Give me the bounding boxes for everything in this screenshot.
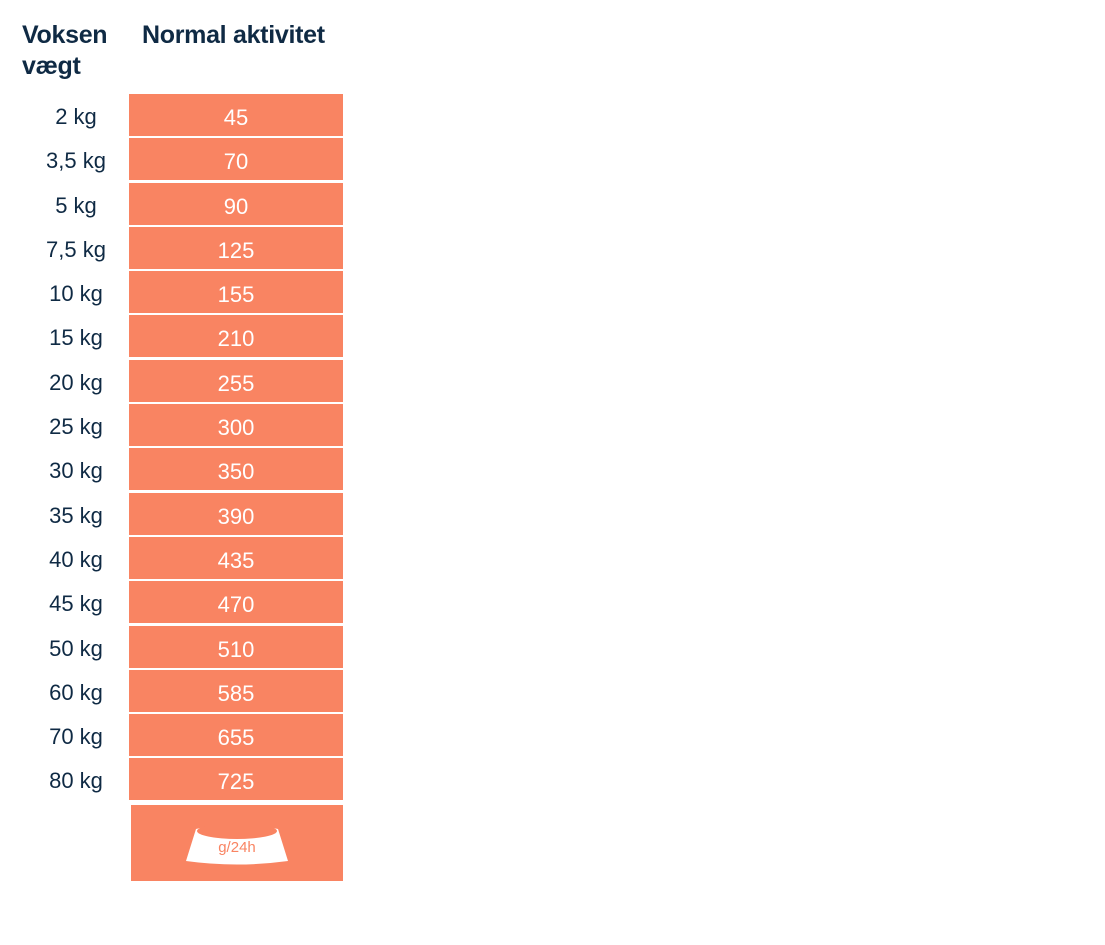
weight-label: 20 kg bbox=[49, 369, 103, 395]
table-row: 15 kg 210 bbox=[0, 315, 360, 359]
table-row: 35 kg 390 bbox=[0, 492, 360, 537]
amount-cell: 510 bbox=[129, 625, 343, 668]
table-row: 2 kg 45 bbox=[0, 94, 360, 138]
table-row: 5 kg 90 bbox=[0, 182, 360, 227]
weight-label: 15 kg bbox=[49, 325, 103, 351]
table-row: 60 kg 585 bbox=[0, 669, 360, 714]
table-row: 7,5 kg 125 bbox=[0, 226, 360, 271]
weight-label: 35 kg bbox=[49, 502, 103, 528]
table-row: 50 kg 510 bbox=[0, 625, 360, 670]
weight-label: 40 kg bbox=[49, 546, 103, 572]
amount-cell: 70 bbox=[129, 138, 343, 181]
amount-cell: 210 bbox=[129, 315, 343, 358]
weight-label: 50 kg bbox=[49, 635, 103, 661]
weight-label: 80 kg bbox=[49, 768, 103, 794]
table-row: 20 kg 255 bbox=[0, 359, 360, 404]
amount-cell: 655 bbox=[129, 714, 343, 757]
food-bowl-icon: g/24h bbox=[186, 823, 288, 865]
weight-label: 45 kg bbox=[49, 591, 103, 617]
weight-label: 70 kg bbox=[49, 724, 103, 750]
weight-label: 30 kg bbox=[49, 458, 103, 484]
amount-cell: 435 bbox=[129, 536, 343, 579]
weight-column-header: Voksen vægt bbox=[22, 21, 108, 80]
table-row: 45 kg 470 bbox=[0, 581, 360, 625]
amount-cell: 45 bbox=[129, 94, 343, 136]
amount-cell: 390 bbox=[129, 492, 343, 535]
weight-label: 10 kg bbox=[49, 281, 103, 307]
amount-cell: 255 bbox=[129, 359, 343, 402]
table-row: 80 kg 725 bbox=[0, 758, 360, 802]
amount-cell: 470 bbox=[129, 581, 343, 624]
unit-label: g/24h bbox=[218, 839, 256, 856]
amount-cell: 725 bbox=[129, 758, 343, 801]
table-row: 3,5 kg 70 bbox=[0, 138, 360, 182]
weight-label: 5 kg bbox=[55, 192, 97, 218]
amount-cell: 155 bbox=[129, 271, 343, 314]
amount-cell: 90 bbox=[129, 182, 343, 225]
amount-cell: 585 bbox=[129, 669, 343, 712]
amount-cell: 350 bbox=[129, 448, 343, 491]
table-row: 25 kg 300 bbox=[0, 404, 360, 448]
activity-column-header: Normal aktivitet bbox=[142, 21, 325, 49]
weight-label: 60 kg bbox=[49, 679, 103, 705]
table-row: 70 kg 655 bbox=[0, 714, 360, 758]
amount-cell: 125 bbox=[129, 226, 343, 269]
table-row: 10 kg 155 bbox=[0, 271, 360, 315]
weight-label: 25 kg bbox=[49, 414, 103, 440]
weight-label: 7,5 kg bbox=[46, 236, 106, 262]
table-row: 40 kg 435 bbox=[0, 536, 360, 581]
amount-cell: 300 bbox=[129, 404, 343, 447]
table-row: 30 kg 350 bbox=[0, 448, 360, 492]
unit-footer: g/24h bbox=[131, 805, 343, 881]
feeding-table: 2 kg 45 3,5 kg 70 5 kg 90 7,5 kg 125 10 kg 155 15 … bbox=[0, 94, 360, 803]
weight-label: 3,5 kg bbox=[46, 148, 106, 174]
weight-label: 2 kg bbox=[55, 104, 97, 129]
